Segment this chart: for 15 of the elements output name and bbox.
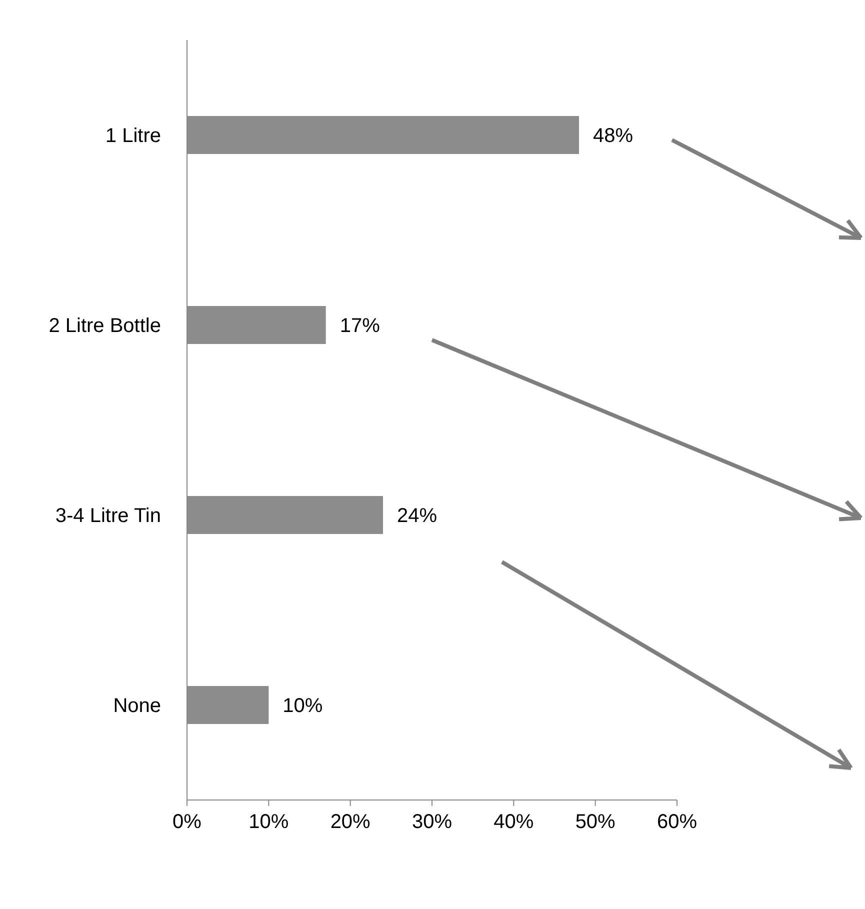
data-label: 48% [593, 125, 634, 148]
x-tick-label: 10% [248, 811, 289, 834]
data-label: 17% [340, 315, 380, 338]
x-tick-label: 60% [656, 811, 698, 834]
data-label: 10% [282, 695, 323, 718]
x-tick-label: 40% [494, 811, 534, 834]
y-tick-label: None [113, 695, 161, 718]
x-tick-label: 0% [172, 811, 202, 834]
x-tick-label: 20% [330, 811, 371, 834]
y-tick-label: 1 Litre [105, 125, 161, 148]
y-tick-label: 3-4 Litre Tin [55, 505, 161, 528]
data-label: 24% [397, 505, 438, 528]
y-tick-label: 2 Litre Bottle [48, 315, 161, 338]
x-tick-label: 30% [412, 811, 452, 834]
x-tick-label: 50% [575, 811, 616, 834]
